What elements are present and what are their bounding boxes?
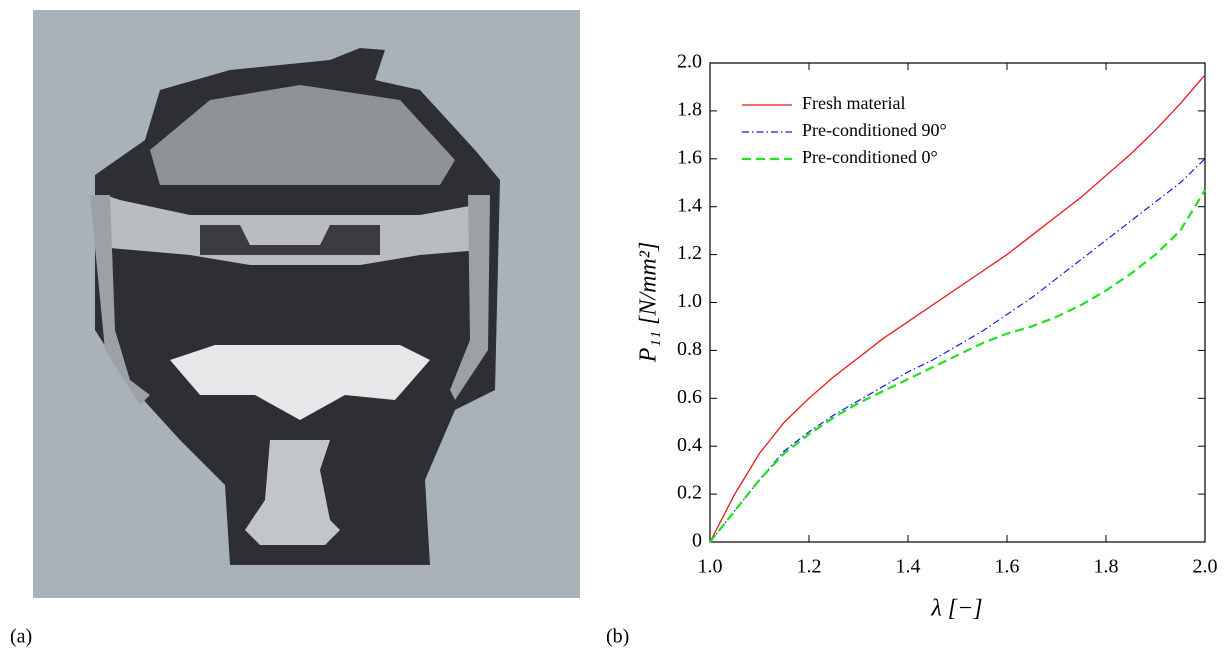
x-tick-label: 1.2 (797, 556, 822, 578)
y-tick-label: 2.0 (677, 51, 702, 73)
legend-label: Pre-conditioned 90° (802, 120, 947, 140)
x-tick-label: 1.6 (995, 556, 1020, 578)
x-axis-label: λ [−] (930, 596, 982, 622)
y-tick-label: 1.2 (677, 242, 702, 264)
series-line (709, 74, 1206, 543)
plot-frame (709, 62, 1206, 543)
legend-label: Fresh material (802, 93, 905, 113)
x-tick-label: 2.0 (1193, 556, 1218, 578)
panel-label: (a) (10, 626, 32, 648)
y-tick-label: 0.6 (677, 386, 702, 408)
series-line (709, 189, 1206, 543)
x-tick-label: 1.8 (1094, 556, 1119, 578)
y-tick-label: 0.8 (677, 338, 702, 360)
y-tick-label: 1.0 (677, 290, 702, 312)
x-tick-label: 1.0 (698, 556, 723, 578)
y-tick-label: 1.6 (677, 146, 702, 168)
y-tick-label: 0 (692, 530, 702, 552)
x-tick-label: 1.4 (896, 556, 921, 578)
panel-label: (b) (606, 626, 629, 648)
y-tick-label: 1.4 (677, 194, 702, 216)
y-tick-label: 0.4 (677, 434, 702, 456)
y-tick-label: 1.8 (677, 98, 702, 120)
legend-label: Pre-conditioned 0° (802, 147, 938, 167)
series-line (709, 158, 1206, 543)
y-tick-label: 0.2 (677, 482, 702, 504)
y-axis-label: P₁₁ [N/mm²] (636, 242, 662, 364)
photo (33, 10, 580, 598)
